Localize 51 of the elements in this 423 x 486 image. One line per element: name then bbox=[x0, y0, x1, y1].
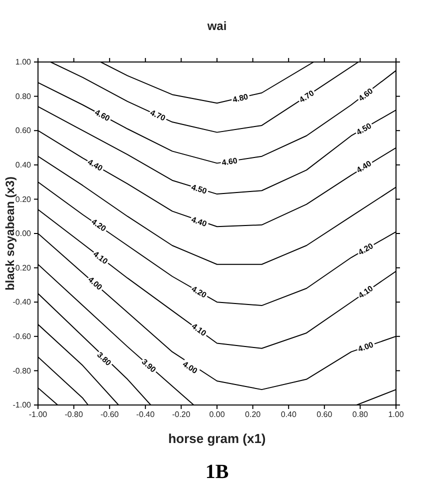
annotation: 4.60 bbox=[356, 86, 376, 104]
chart-title: wai bbox=[206, 19, 227, 33]
annotation: 4.60 bbox=[93, 108, 112, 124]
annotation: 4.00 bbox=[356, 340, 376, 354]
x-tick-label: -0.60 bbox=[100, 410, 120, 419]
annotation: 4.10 bbox=[356, 284, 376, 300]
x-tick-label: 0.60 bbox=[316, 410, 333, 419]
annotation: 4.20 bbox=[90, 217, 108, 234]
y-tick-label: -0.80 bbox=[12, 366, 32, 376]
y-tick-label: 1.00 bbox=[15, 58, 32, 67]
text: 1B bbox=[205, 461, 229, 483]
annotation: 3.90 bbox=[140, 357, 158, 375]
line-series bbox=[38, 208, 396, 349]
y-tick-label: -0.20 bbox=[12, 263, 32, 272]
annotation: 4.00 bbox=[86, 274, 104, 292]
x-tick-label: -0.40 bbox=[136, 410, 156, 419]
x-tick-label: 0.40 bbox=[280, 410, 297, 419]
annotation: 4.20 bbox=[356, 241, 376, 257]
y-tick-label: 0.80 bbox=[15, 92, 32, 101]
y-tick-label: 0.60 bbox=[15, 126, 32, 136]
x-tick-label: 0.20 bbox=[245, 410, 262, 419]
x-tick-label: -0.20 bbox=[172, 410, 191, 419]
y-tick-label: -1.00 bbox=[12, 400, 32, 410]
x-tick-label: -0.80 bbox=[64, 410, 84, 419]
line-series bbox=[100, 62, 314, 104]
annotation: 4.50 bbox=[190, 182, 208, 196]
annotation: 4.10 bbox=[190, 322, 208, 338]
x-tick-label: 0.80 bbox=[352, 410, 369, 419]
annotation: 4.70 bbox=[148, 108, 168, 124]
y-tick-label: 0.00 bbox=[15, 229, 32, 238]
annotation: 4.40 bbox=[86, 157, 105, 174]
x-tick-label: 0.00 bbox=[209, 410, 226, 419]
annotation: 4.70 bbox=[298, 88, 316, 105]
annotation: 4.20 bbox=[190, 284, 208, 300]
annotation: 3.80 bbox=[95, 350, 114, 368]
x-tick-label: -1.00 bbox=[28, 410, 48, 419]
x-tick-label: 1.00 bbox=[388, 410, 404, 419]
y-tick-label: 0.40 bbox=[15, 160, 32, 170]
y-tick-label: -0.40 bbox=[12, 298, 32, 307]
line-series bbox=[38, 156, 396, 265]
annotation: 4.10 bbox=[92, 249, 110, 266]
annotation: 4.40 bbox=[190, 214, 208, 229]
line-series bbox=[38, 106, 396, 195]
annotation: 4.00 bbox=[181, 360, 200, 376]
x-axis-title: horse gram (x1) bbox=[168, 431, 266, 446]
y-tick-label: 0.20 bbox=[15, 194, 32, 204]
annotation: 4.50 bbox=[354, 121, 374, 137]
y-tick-label: -0.60 bbox=[12, 332, 32, 341]
annotation: 4.40 bbox=[354, 158, 374, 175]
annotation: 4.60 bbox=[221, 156, 238, 168]
annotation: 4.80 bbox=[232, 92, 250, 104]
